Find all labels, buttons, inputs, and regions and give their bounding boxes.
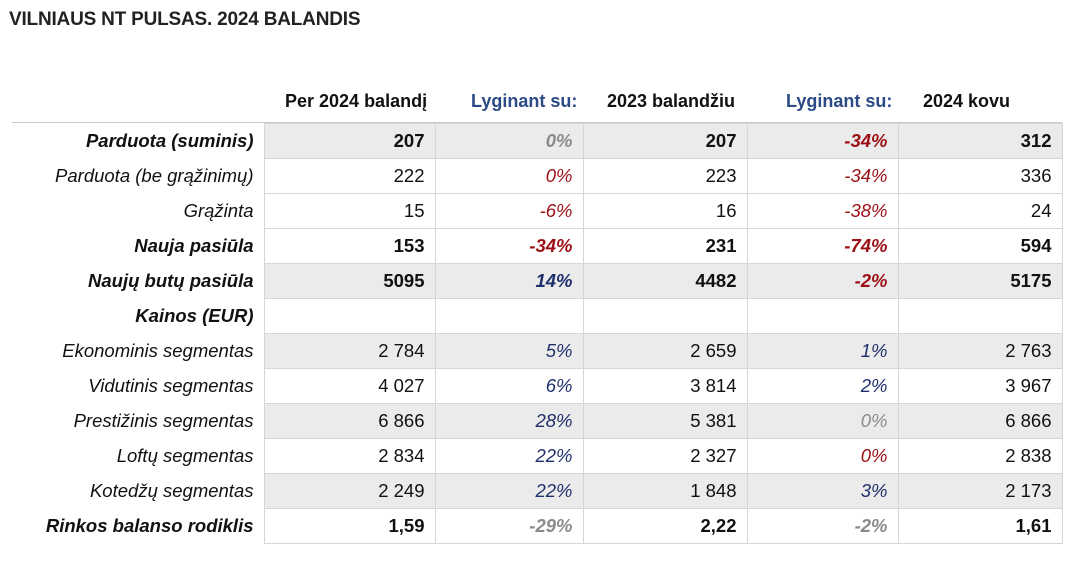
change-vs-2024-march: 1%: [746, 333, 899, 369]
change-vs-2023-april: 5%: [434, 333, 584, 369]
change-vs-2023-april: 22%: [434, 438, 584, 474]
change-vs-2024-march: -74%: [746, 228, 899, 264]
row-label: Naujų butų pasiūla: [12, 263, 265, 299]
value-2023-april: 223: [582, 158, 748, 194]
table-row: Loftų segmentas 2 834 22% 2 327 0% 2 838: [12, 438, 1063, 474]
value-2023-april: 2,22: [582, 508, 748, 544]
data-table: Parduota (suminis) 207 0% 207 -34% 312 Parduot…: [12, 123, 1063, 544]
value-2024-april: 4 027: [263, 368, 436, 404]
value-2024-march: 2 173: [897, 473, 1063, 509]
value-2023-april: 207: [582, 123, 748, 159]
row-label: Kainos (EUR): [12, 298, 265, 334]
header-2023-april: 2023 balandžiu: [607, 91, 736, 111]
change-vs-2023-april: 28%: [434, 403, 584, 439]
row-label: Rinkos balanso rodiklis: [12, 508, 265, 544]
value-2024-april: 2 249: [263, 473, 436, 509]
change-vs-2023-april: 22%: [434, 473, 584, 509]
row-label: Vidutinis segmentas: [12, 368, 265, 404]
table-row: Kainos (EUR): [12, 298, 1063, 334]
header-divider: [12, 122, 1062, 123]
value-2024-april: 2 834: [263, 438, 436, 474]
value-2024-march: 5175: [897, 263, 1063, 299]
value-2023-april: 2 659: [582, 333, 748, 369]
change-vs-2024-march: -2%: [746, 263, 899, 299]
table-row: Nauja pasiūla 153 -34% 231 -74% 594: [12, 228, 1063, 264]
value-2024-april: 15: [263, 193, 436, 229]
change-vs-2023-april: 0%: [434, 123, 584, 159]
table-row: Naujų butų pasiūla 5095 14% 4482 -2% 5175: [12, 263, 1063, 299]
table-row: Vidutinis segmentas 4 027 6% 3 814 2% 3 967: [12, 368, 1063, 404]
value-2024-march: 6 866: [897, 403, 1063, 439]
value-2023-april: 16: [582, 193, 748, 229]
row-label: Ekonominis segmentas: [12, 333, 265, 369]
header-compare-1: Lyginant su:: [471, 91, 578, 111]
row-label: Prestižinis segmentas: [12, 403, 265, 439]
value-2024-april: 2 784: [263, 333, 436, 369]
change-vs-2024-march: -34%: [746, 123, 899, 159]
table-row: Parduota (be grąžinimų) 222 0% 223 -34% 336: [12, 158, 1063, 194]
change-vs-2024-march: [746, 298, 899, 334]
value-2023-april: 2 327: [582, 438, 748, 474]
change-vs-2024-march: 0%: [746, 403, 899, 439]
table-row: Rinkos balanso rodiklis 1,59 -29% 2,22 -2% 1,…: [12, 508, 1063, 544]
value-2023-april: 231: [582, 228, 748, 264]
change-vs-2023-april: [434, 298, 584, 334]
value-2024-april: 207: [263, 123, 436, 159]
value-2024-april: 222: [263, 158, 436, 194]
header-compare-2: Lyginant su:: [786, 91, 893, 111]
table-row: Prestižinis segmentas 6 866 28% 5 381 0% 6 86…: [12, 403, 1063, 439]
value-2024-march: 312: [897, 123, 1063, 159]
table-row: Ekonominis segmentas 2 784 5% 2 659 1% 2 763: [12, 333, 1063, 369]
header-per-2024-april: Per 2024 balandį: [285, 91, 428, 111]
change-vs-2024-march: 3%: [746, 473, 899, 509]
value-2024-april: 5095: [263, 263, 436, 299]
value-2024-march: 3 967: [897, 368, 1063, 404]
value-2024-april: 6 866: [263, 403, 436, 439]
value-2024-april: 1,59: [263, 508, 436, 544]
row-label: Kotedžų segmentas: [12, 473, 265, 509]
change-vs-2023-april: -34%: [434, 228, 584, 264]
value-2023-april: 3 814: [582, 368, 748, 404]
change-vs-2023-april: 14%: [434, 263, 584, 299]
page-title: VILNIAUS NT PULSAS. 2024 BALANDIS: [9, 9, 361, 30]
change-vs-2023-april: -6%: [434, 193, 584, 229]
header-2024-march: 2024 kovu: [923, 91, 1011, 111]
change-vs-2023-april: 6%: [434, 368, 584, 404]
change-vs-2023-april: 0%: [434, 158, 584, 194]
table-row: Grąžinta 15 -6% 16 -38% 24: [12, 193, 1063, 229]
change-vs-2024-march: -38%: [746, 193, 899, 229]
row-label: Parduota (suminis): [12, 123, 265, 159]
table-row: Kotedžų segmentas 2 249 22% 1 848 3% 2 173: [12, 473, 1063, 509]
change-vs-2024-march: 2%: [746, 368, 899, 404]
value-2024-march: 2 763: [897, 333, 1063, 369]
value-2023-april: 1 848: [582, 473, 748, 509]
value-2024-march: 1,61: [897, 508, 1063, 544]
row-label: Parduota (be grąžinimų): [12, 158, 265, 194]
change-vs-2024-march: 0%: [746, 438, 899, 474]
row-label: Loftų segmentas: [12, 438, 265, 474]
table-row: Parduota (suminis) 207 0% 207 -34% 312: [12, 123, 1063, 159]
row-label: Grąžinta: [12, 193, 265, 229]
value-2024-march: 2 838: [897, 438, 1063, 474]
value-2024-march: 336: [897, 158, 1063, 194]
value-2024-april: [263, 298, 436, 334]
value-2024-march: 594: [897, 228, 1063, 264]
change-vs-2024-march: -34%: [746, 158, 899, 194]
row-label: Nauja pasiūla: [12, 228, 265, 264]
column-headers: Per 2024 balandį Lyginant su: 2023 balan…: [0, 88, 1073, 114]
change-vs-2024-march: -2%: [746, 508, 899, 544]
value-2024-march: 24: [897, 193, 1063, 229]
value-2023-april: [582, 298, 748, 334]
value-2023-april: 4482: [582, 263, 748, 299]
value-2023-april: 5 381: [582, 403, 748, 439]
value-2024-april: 153: [263, 228, 436, 264]
value-2024-march: [897, 298, 1063, 334]
change-vs-2023-april: -29%: [434, 508, 584, 544]
